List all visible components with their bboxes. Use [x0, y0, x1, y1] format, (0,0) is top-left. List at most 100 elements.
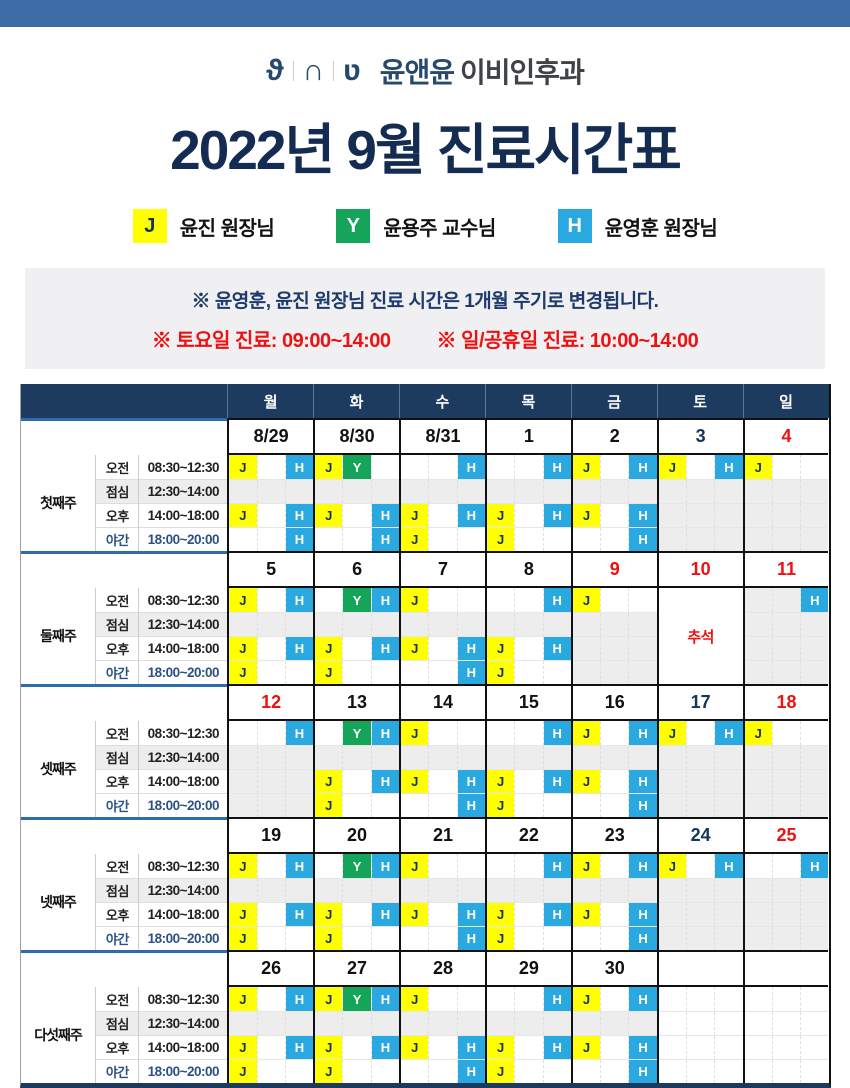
day-header-cell: 수 — [399, 384, 485, 418]
schedule-slot — [771, 987, 800, 1011]
schedule-slot: J — [315, 987, 343, 1011]
day-header-cell: 화 — [313, 384, 399, 418]
doctor-badge-j: J — [401, 903, 429, 926]
schedule-slot — [686, 903, 714, 926]
schedule-slot: J — [486, 903, 515, 926]
period-cell: 점심 — [96, 745, 139, 769]
schedule-slot — [315, 528, 342, 551]
week-label: 넷째주 — [40, 894, 77, 910]
schedule-slot: J — [572, 504, 601, 527]
notice-box: ※ 윤영훈, 윤진 원장님 진료 시간은 1개월 주기로 변경됩니다. ※ 토요… — [25, 268, 825, 369]
schedule-slot — [428, 854, 456, 878]
doctor-badge-j: J — [315, 504, 343, 527]
schedule-slot — [514, 879, 542, 902]
doctor-badge-j: J — [744, 455, 772, 479]
schedule-slot — [456, 854, 485, 878]
schedule-slot: H — [370, 528, 400, 551]
date-cell: 8 — [484, 551, 571, 588]
schedule-slot: J — [658, 721, 686, 745]
schedule-slot — [800, 504, 828, 527]
schedule-slot — [600, 588, 628, 612]
schedule-slot — [229, 794, 256, 817]
schedule-cell: J — [401, 854, 485, 878]
period-cell: 오후 — [96, 769, 139, 793]
schedule-slot — [428, 1036, 456, 1059]
clinic-name: 윤앤윤 이비인후과 — [380, 51, 585, 91]
schedule-slot — [686, 528, 714, 551]
schedule-slot — [714, 927, 742, 950]
schedule-slot — [514, 528, 542, 551]
schedule-slot: H — [370, 854, 400, 878]
schedule-slot — [714, 1012, 742, 1035]
schedule-slot — [600, 770, 628, 793]
schedule-slot — [342, 1060, 370, 1083]
schedule-slot: H — [456, 1060, 485, 1083]
doctor-badge-h: H — [457, 1036, 485, 1059]
schedule-slot — [401, 879, 428, 902]
schedule-cell: H — [745, 854, 829, 878]
schedule-slot — [256, 927, 285, 950]
schedule-slot — [800, 480, 828, 503]
doctor-badge-j: J — [229, 854, 257, 878]
schedule-slot: H — [542, 504, 571, 527]
time-column: 08:30~12:30 12:30~14:00 14:00~18:00 18:00~2… — [138, 721, 228, 817]
schedule-slot — [229, 879, 256, 902]
period-cell: 오후 — [96, 902, 139, 926]
schedule-slot — [542, 1012, 571, 1035]
schedule-cell — [315, 878, 400, 902]
schedule-cell: J — [315, 793, 400, 817]
date-cell: 21 — [399, 817, 485, 854]
schedule-slot — [428, 746, 456, 769]
schedule-slot — [714, 528, 742, 551]
schedule-slot — [659, 927, 686, 950]
schedule-slot — [428, 661, 456, 684]
schedule-slot: Y — [342, 854, 371, 878]
schedule-slot — [800, 455, 828, 479]
schedule-slot — [573, 528, 600, 551]
schedule-cell — [744, 1035, 829, 1059]
schedule-slot — [573, 661, 600, 684]
period-cell: 오후 — [96, 1035, 139, 1059]
doctor-badge-h: H — [629, 721, 657, 745]
period-cell: 오전 — [105, 593, 129, 609]
schedule-slot: H — [456, 1036, 485, 1059]
date-cell: 3 — [656, 418, 743, 455]
schedule-slot: J — [229, 455, 257, 479]
time-cell: 14:00~18:00 — [139, 636, 228, 660]
schedule-slot — [714, 770, 742, 793]
schedule-slot — [456, 1012, 485, 1035]
doctor-badge-h: H — [543, 721, 571, 745]
time-cell: 08:30~12:30 — [147, 858, 220, 874]
period-column: 오전 점심 오후 야간 — [95, 721, 139, 817]
time-cell: 08:30~12:30 — [147, 725, 220, 741]
time-column: 08:30~12:30 12:30~14:00 14:00~18:00 18:00~2… — [138, 987, 228, 1083]
schedule-slot: J — [229, 927, 257, 950]
schedule-cell: H — [744, 588, 829, 612]
schedule-cell — [744, 793, 829, 817]
date-cell: 26 — [227, 950, 314, 987]
schedule-slot — [686, 770, 714, 793]
schedule-slot — [284, 613, 313, 636]
doctor-badge-j: J — [315, 637, 343, 660]
doctor-badge-j: J — [229, 903, 257, 926]
schedule-slot — [256, 613, 285, 636]
period-cell: 야간 — [96, 793, 139, 817]
schedule-slot — [428, 879, 456, 902]
schedule-cell: H — [487, 588, 571, 612]
schedule-slot — [771, 528, 800, 551]
schedule-slot: J — [401, 528, 429, 551]
schedule-slot: J — [229, 661, 257, 684]
doctor-badge-h: H — [457, 794, 485, 817]
time-column: 08:30~12:30 12:30~14:00 14:00~18:00 18:00~2… — [138, 588, 228, 684]
schedule-slot: Y — [342, 721, 371, 745]
schedule-slot — [229, 528, 256, 551]
schedule-cell: J — [401, 721, 485, 745]
